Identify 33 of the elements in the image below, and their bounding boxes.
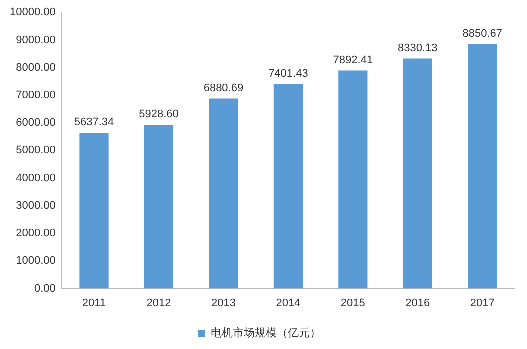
y-tick-label: 1000.00	[16, 255, 56, 268]
bar	[144, 125, 174, 289]
text: 5928.60	[139, 108, 179, 121]
bar	[274, 84, 304, 289]
x-tick-label: 2012	[146, 297, 172, 310]
x-tick-label: 2016	[406, 297, 430, 310]
bar	[468, 44, 498, 289]
y-tick-label: 5000.00	[16, 144, 56, 157]
text: 8330.13	[398, 42, 438, 54]
bar	[403, 58, 432, 289]
text: 7892.41	[333, 54, 374, 66]
y-tick-label: 10000.00	[10, 6, 56, 19]
bar	[338, 70, 368, 289]
bar	[209, 98, 238, 289]
bar	[80, 133, 109, 289]
text: 6880.69	[204, 82, 244, 94]
x-tick-label: 2013	[211, 297, 236, 310]
y-tick-label: 3000.00	[16, 200, 56, 212]
x-tick-label: 2015	[340, 297, 366, 310]
text: 8850.67	[462, 28, 503, 40]
text: 5637.34	[74, 116, 114, 129]
y-tick-label: 2000.00	[16, 228, 56, 240]
x-tick-label: 2014	[276, 297, 301, 310]
y-tick-label: 7000.00	[16, 89, 56, 102]
text: 7401.43	[268, 68, 308, 80]
y-tick-label: 0.00	[34, 282, 56, 295]
y-tick-label: 9000.00	[16, 34, 56, 46]
y-tick-label: 8000.00	[16, 62, 56, 74]
x-tick-label: 2011	[82, 297, 106, 310]
x-tick-label: 2017	[470, 297, 495, 310]
y-tick-label: 4000.00	[16, 172, 56, 184]
legend-label: 电机市场规模（亿元）	[210, 326, 321, 340]
y-tick-label: 6000.00	[16, 117, 56, 130]
